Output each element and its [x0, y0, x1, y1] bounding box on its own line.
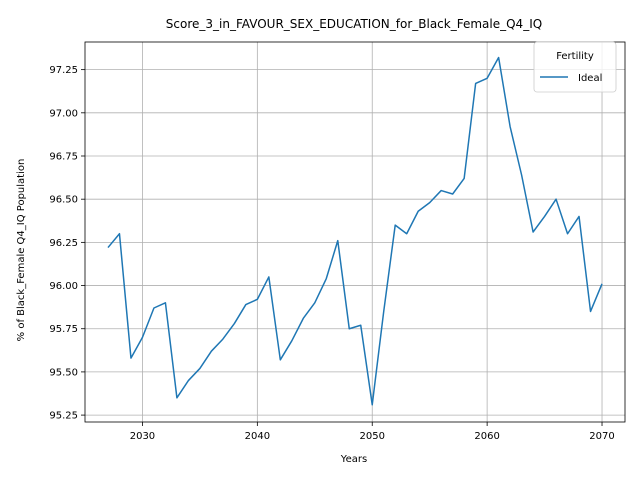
- series-line-ideal: [107, 56, 603, 406]
- series-layer: [107, 56, 603, 406]
- y-tick-label: 95.25: [49, 411, 78, 422]
- legend-title: Fertility: [556, 51, 594, 62]
- legend-label-ideal: Ideal: [578, 73, 602, 84]
- grid: [85, 42, 625, 422]
- y-axis: 95.25 95.50 95.75 96.00 96.25 96.50 96.75 97.00…: [49, 65, 85, 422]
- y-tick-label: 97.00: [49, 108, 78, 119]
- y-axis-label: % of Black_Female Q4_IQ Population: [16, 159, 27, 342]
- x-axis: 2030 2040 2050 2060 2070: [130, 422, 615, 442]
- x-tick-label: 2070: [589, 431, 614, 442]
- y-tick-label: 95.50: [49, 367, 78, 378]
- chart-title: Score_3_in_FAVOUR_SEX_EDUCATION_for_Blac…: [166, 17, 542, 31]
- y-tick-label: 96.25: [49, 238, 78, 249]
- x-tick-label: 2040: [245, 431, 270, 442]
- legend: Fertility Ideal: [533, 41, 617, 93]
- x-tick-label: 2060: [474, 431, 499, 442]
- x-axis-label: Years: [340, 454, 367, 465]
- y-tick-label: 97.25: [49, 65, 78, 76]
- legend-box: [533, 41, 617, 93]
- y-tick-label: 96.50: [49, 195, 78, 206]
- x-tick-label: 2050: [360, 431, 385, 442]
- x-tick-label: 2030: [130, 431, 155, 442]
- y-tick-label: 96.75: [49, 152, 78, 163]
- y-tick-label: 95.75: [49, 324, 78, 335]
- y-tick-label: 96.00: [49, 281, 78, 292]
- plot-frame: [84, 41, 626, 423]
